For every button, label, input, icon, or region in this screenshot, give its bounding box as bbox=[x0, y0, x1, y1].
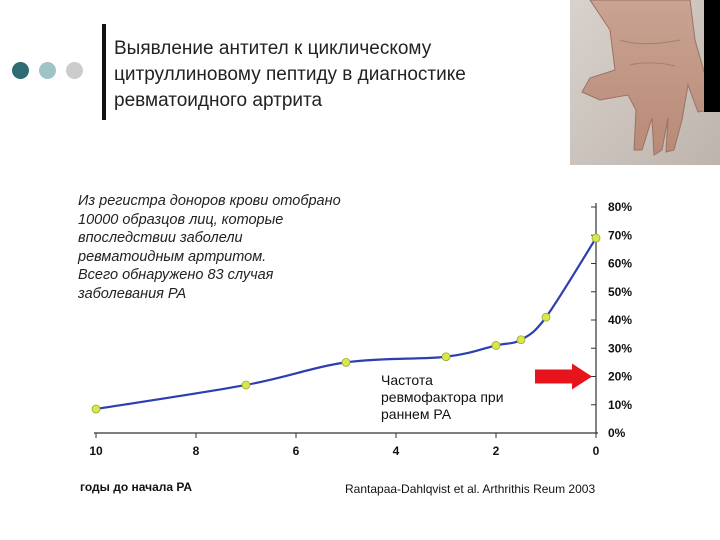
hand-photo bbox=[570, 0, 720, 165]
decor-dots bbox=[12, 62, 83, 79]
y-tick-label: 40% bbox=[608, 313, 632, 327]
x-tick-label: 10 bbox=[89, 444, 103, 458]
y-tick-label: 30% bbox=[608, 341, 632, 355]
note-line-6: заболевания РА bbox=[78, 285, 187, 302]
photo-border-strip bbox=[704, 0, 720, 112]
y-tick-label: 10% bbox=[608, 398, 632, 412]
reference-arrow bbox=[535, 363, 592, 390]
note-line-5: Всего обнаружено 83 случая bbox=[78, 267, 274, 283]
citation: Rantapaa-Dahlqvist et al. Arthrithis Reu… bbox=[345, 482, 596, 496]
registry-note: Из регистра доноров крови отобрано 10000… bbox=[78, 192, 341, 303]
slide-title: Выявление антител к циклическому цитрулл… bbox=[114, 36, 564, 114]
x-tick-label: 6 bbox=[293, 444, 300, 458]
anno-line-2: ревмофактора при bbox=[381, 389, 504, 405]
y-tick-label: 20% bbox=[608, 370, 632, 384]
y-tick-label: 50% bbox=[608, 285, 632, 299]
data-point bbox=[241, 380, 251, 390]
decor-dot-dark bbox=[12, 62, 29, 79]
data-point bbox=[341, 357, 351, 367]
anno-line-1: Частота bbox=[381, 372, 433, 388]
decor-dot-gray bbox=[66, 62, 83, 79]
x-axis-title: годы до начала РА bbox=[80, 480, 193, 494]
data-point bbox=[516, 335, 526, 345]
title-line-2: цитруллиновому пептиду в диагностике bbox=[114, 64, 466, 85]
decor-dot-light bbox=[39, 62, 56, 79]
x-tick-label: 4 bbox=[393, 444, 400, 458]
x-tick-label: 2 bbox=[493, 444, 500, 458]
title-divider bbox=[102, 24, 106, 120]
y-tick-label: 0% bbox=[608, 426, 626, 440]
data-point bbox=[441, 352, 451, 362]
y-tick-label: 80% bbox=[608, 200, 632, 214]
note-line-4: ревматоидным артритом. bbox=[78, 248, 267, 265]
data-point bbox=[91, 404, 101, 414]
rf-annotation: Частота ревмофактора при раннем РА bbox=[381, 372, 504, 423]
x-tick-label: 8 bbox=[193, 444, 200, 458]
data-point bbox=[541, 312, 551, 322]
note-line-1: Из регистра доноров крови отобрано bbox=[78, 193, 341, 209]
data-point bbox=[591, 233, 601, 243]
data-point bbox=[491, 341, 501, 350]
title-line-3: ревматоидного артрита bbox=[114, 90, 323, 111]
note-line-2: 10000 образцов лиц, которые bbox=[78, 211, 284, 228]
hand-photo-icon bbox=[570, 0, 720, 165]
x-tick-label: 0 bbox=[593, 444, 600, 458]
y-tick-label: 70% bbox=[608, 228, 632, 242]
y-tick-label: 60% bbox=[608, 257, 632, 271]
anno-line-3: раннем РА bbox=[381, 406, 452, 422]
note-line-3: впоследствии заболели bbox=[78, 230, 243, 246]
title-line-1: Выявление антител к циклическому bbox=[114, 38, 432, 59]
series-line bbox=[95, 237, 597, 411]
